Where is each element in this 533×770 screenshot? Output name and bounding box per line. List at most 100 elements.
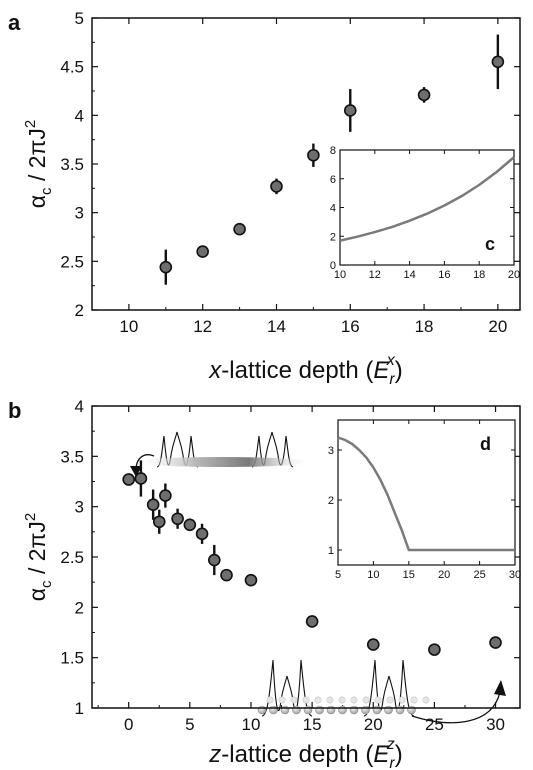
inset-y-tick-label: 4 — [330, 203, 336, 215]
x-tick-label: 12 — [193, 317, 212, 336]
bead-back — [410, 696, 418, 704]
x-tick-label: 15 — [303, 715, 322, 734]
inset-x-tick-label: 20 — [438, 569, 450, 581]
data-point — [270, 180, 283, 193]
inset-x-tick-label: 10 — [367, 569, 379, 581]
bead-back — [278, 696, 286, 704]
illustration-deep-z-lattice — [130, 431, 312, 477]
panel-b-frame — [91, 405, 521, 709]
data-point — [491, 55, 505, 69]
inset-y-tick-label: 2 — [330, 231, 336, 243]
inset-x-tick-label: 18 — [473, 269, 485, 281]
bead-back — [266, 696, 274, 704]
inset-x-tick-label: 30 — [509, 569, 521, 581]
x-tick-label: 30 — [486, 715, 505, 734]
x-tick-label: 20 — [364, 715, 383, 734]
inset-x-tick-label: 10 — [334, 269, 346, 281]
inset-y-tick-label: 1 — [328, 545, 334, 557]
bead-back — [422, 696, 430, 704]
illustration-shallow-z-lattice — [257, 659, 506, 724]
atom-cloud-illustration — [132, 457, 312, 467]
bead-front — [384, 705, 393, 715]
panel-b-y-axis-label: αc / 2πJ2 — [22, 513, 55, 601]
data-point — [428, 643, 441, 656]
panel-a-frame — [91, 17, 521, 311]
data-point — [195, 527, 209, 541]
bead-front — [349, 705, 359, 715]
inset-c: 10 12 14 16 18 20 0 2 4 6 8 c — [330, 145, 520, 281]
y-tick-label: 2.5 — [60, 548, 84, 567]
data-point — [122, 473, 135, 486]
bead-front — [361, 705, 370, 715]
y-tick-label: 4.5 — [60, 58, 84, 77]
bead-back — [350, 696, 358, 704]
bead-back — [290, 696, 298, 704]
panel-a-x-axis-label: x-lattice depth (Erx) — [208, 352, 402, 388]
inset-d-frame — [337, 419, 516, 566]
data-point — [183, 518, 197, 532]
bead-front — [315, 705, 324, 715]
data-point — [307, 148, 320, 162]
bead-front — [303, 705, 313, 715]
panel-a-y-axis-label: αc / 2πJ2 — [22, 120, 55, 208]
data-point — [159, 260, 173, 274]
x-tick-label: 0 — [124, 715, 133, 734]
data-point — [207, 553, 221, 567]
data-point — [343, 104, 357, 117]
data-point — [159, 489, 172, 502]
lattice-wells-bottom-right — [363, 659, 415, 717]
bead-front — [338, 705, 347, 715]
x-tick-label: 10 — [119, 317, 138, 336]
x-tick-label: 5 — [185, 715, 194, 734]
x-tick-label: 25 — [425, 715, 444, 734]
inset-x-tick-label: 12 — [369, 269, 381, 281]
x-tick-label: 10 — [242, 715, 261, 734]
inset-x-tick-label: 25 — [473, 569, 485, 581]
inset-d: 5 10 15 20 25 30 1 2 3 d — [328, 419, 521, 581]
inset-c-frame — [339, 149, 515, 266]
y-tick-label: 2 — [75, 301, 84, 320]
panel-b-points — [122, 460, 502, 656]
inset-d-ticks: 5 10 15 20 25 30 1 2 3 — [328, 420, 521, 581]
y-tick-label: 3.5 — [60, 447, 84, 466]
lattice-wells-right — [251, 431, 294, 468]
data-point — [305, 615, 319, 628]
data-point — [489, 636, 502, 649]
data-point — [146, 498, 160, 511]
data-point — [196, 245, 209, 258]
x-tick-label: 16 — [341, 317, 360, 336]
bead-back — [326, 696, 334, 704]
y-tick-label: 1 — [75, 699, 84, 718]
bead-front — [292, 705, 301, 715]
panel-b-x-axis-label: z-lattice depth (Erz) — [208, 736, 402, 770]
x-tick-label: 18 — [415, 317, 434, 336]
y-tick-label: 2.5 — [60, 252, 84, 271]
inset-y-tick-label: 2 — [328, 495, 334, 507]
bead-back — [374, 696, 382, 704]
y-tick-label: 2 — [75, 598, 84, 617]
bead-back — [398, 696, 406, 704]
y-tick-label: 3.5 — [60, 155, 84, 174]
data-point — [366, 638, 380, 651]
data-point — [134, 472, 148, 485]
data-point — [244, 573, 258, 587]
pointer-arrowhead-bottom — [494, 680, 506, 696]
data-point — [171, 512, 184, 526]
pointer-arrow-bottom — [411, 691, 501, 724]
inset-x-tick-label: 15 — [403, 569, 415, 581]
inset-x-tick-label: 20 — [508, 269, 520, 281]
panel-a-label: a — [8, 10, 21, 35]
y-tick-label: 3 — [75, 204, 84, 223]
inset-c-label: c — [485, 234, 495, 254]
bead-front — [269, 705, 278, 715]
y-tick-label: 5 — [75, 9, 84, 28]
bead-front — [407, 705, 416, 715]
bead-back — [362, 696, 370, 704]
x-tick-label: 14 — [267, 317, 286, 336]
bead-front — [395, 705, 405, 715]
bead-back — [302, 696, 310, 704]
bead-back — [386, 696, 394, 704]
